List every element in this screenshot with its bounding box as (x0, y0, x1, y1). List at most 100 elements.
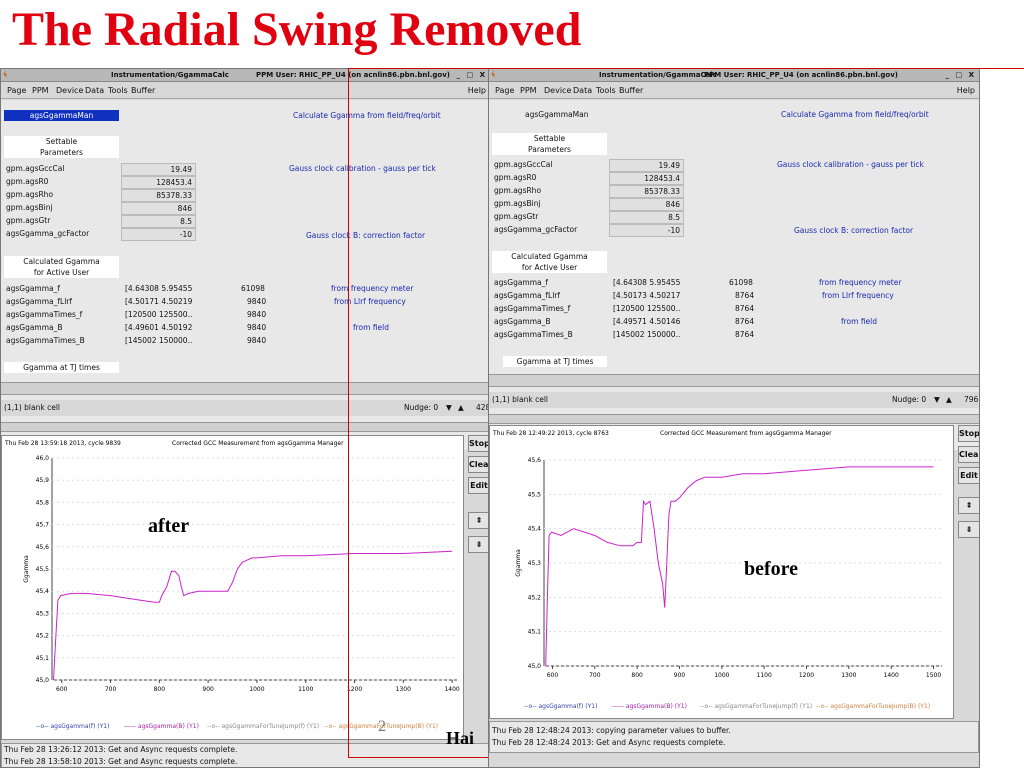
param-label: gpm.agsRho (494, 186, 542, 195)
settable-header-1: Settable (4, 136, 119, 147)
y-tick-label: 45,2 (36, 633, 50, 640)
tj-times-button[interactable]: Ggamma at TJ times (4, 362, 119, 373)
calc-value[interactable]: [4.50173 4.50217 (613, 291, 681, 300)
menu-device[interactable]: Device (544, 86, 572, 95)
tj-times-button[interactable]: Ggamma at TJ times (503, 356, 607, 367)
menu-data[interactable]: Data (85, 86, 105, 95)
horizontal-scrollbar[interactable] (1, 382, 490, 395)
page-number: 2 (378, 718, 386, 735)
param-value[interactable]: 128453.4 (121, 176, 196, 189)
menu-page[interactable]: Page (495, 86, 515, 95)
calc-value[interactable]: [4.64308 5.95455 (613, 278, 681, 287)
window-controls[interactable]: _ □ X (456, 71, 487, 79)
calc-value[interactable]: [145002 150000.. (613, 330, 681, 339)
menu-page[interactable]: Page (7, 86, 27, 95)
calc-label: agsGgammaTimes_B (494, 330, 573, 339)
window-titlebar[interactable]: ϟ Instrumentation/GgammaCalc PPM User: R… (489, 69, 979, 82)
cell-label: (1,1) blank cell (492, 395, 548, 404)
calc-count: 9840 (247, 310, 267, 319)
stop-button[interactable]: Stop (958, 425, 979, 442)
nudge-down-icon[interactable]: ▼ (934, 395, 940, 404)
system-menu-icon[interactable]: ϟ (491, 71, 496, 79)
system-menu-icon[interactable]: ϟ (3, 71, 8, 79)
param-value[interactable]: 8.5 (609, 211, 684, 224)
param-label: gpm.agsGccCal (494, 160, 553, 169)
horizontal-scrollbar[interactable] (489, 374, 979, 387)
param-value[interactable]: 846 (609, 198, 684, 211)
menu-buffer[interactable]: Buffer (619, 86, 644, 95)
nudge-down-icon[interactable]: ▼ (446, 403, 452, 412)
nudge-label: Nudge: 0 (404, 403, 439, 412)
scroll-down-icon[interactable]: ⇟ (958, 521, 979, 538)
selected-device[interactable]: agsGgammaMan (4, 110, 119, 121)
menu-buffer[interactable]: Buffer (131, 86, 156, 95)
menu-ppm[interactable]: PPM (32, 86, 49, 95)
calc-header-note: Calculate Ggamma from field/freq/orbit (781, 110, 929, 119)
calc-value[interactable]: [120500 125500.. (613, 304, 681, 313)
param-value[interactable]: -10 (609, 224, 684, 237)
x-tick-label: 700 (105, 686, 117, 693)
menu-help[interactable]: Help (956, 86, 975, 95)
nudge-up-icon[interactable]: ▲ (458, 403, 464, 412)
x-tick-label: 1200 (347, 686, 362, 693)
x-tick-label: 1100 (298, 686, 313, 693)
menu-tools[interactable]: Tools (108, 86, 128, 95)
param-value[interactable]: 85378.33 (609, 185, 684, 198)
menu-device[interactable]: Device (56, 86, 84, 95)
gauss-note: Gauss clock calibration - gauss per tick (289, 164, 436, 173)
window-controls[interactable]: _ □ X (945, 71, 976, 79)
param-value[interactable]: 85378.33 (121, 189, 196, 202)
selected-device[interactable]: agsGgammaMan (525, 110, 589, 119)
calc-note: from field (841, 317, 878, 326)
clear-button[interactable]: Clear (468, 456, 490, 473)
nudge-up-icon[interactable]: ▲ (946, 395, 952, 404)
stop-button[interactable]: Stop (468, 435, 490, 452)
param-label: gpm.agsGtr (494, 212, 539, 221)
menu-data[interactable]: Data (573, 86, 593, 95)
y-axis-label: Ggamma (23, 555, 30, 583)
log-line: Thu Feb 28 12:48:24 2013: copying parame… (492, 726, 731, 735)
plot-area[interactable]: Thu Feb 28 13:59:18 2013, cycle 9839 Cor… (1, 435, 464, 740)
x-tick-label: 1200 (799, 672, 814, 679)
calc-value[interactable]: [145002 150000.. (125, 336, 193, 345)
menu-tools[interactable]: Tools (596, 86, 616, 95)
edit-button[interactable]: Edit (958, 467, 979, 484)
param-label: gpm.agsBinj (6, 203, 53, 212)
scroll-down-icon[interactable]: ⇟ (468, 536, 490, 553)
calc-value[interactable]: [120500 125500.. (125, 310, 193, 319)
menu-ppm[interactable]: PPM (520, 86, 537, 95)
calc-label: agsGgammaTimes_B (6, 336, 85, 345)
calc-value[interactable]: [4.49571 4.50146 (613, 317, 681, 326)
clear-button[interactable]: Clear (958, 446, 979, 463)
calc-header-2: for Active User (492, 262, 607, 273)
plot-area[interactable]: Thu Feb 28 12:49:22 2013, cycle 8763 Cor… (489, 425, 954, 719)
param-value[interactable]: 19.49 (609, 159, 684, 172)
calc-note: from field (353, 323, 390, 332)
param-value[interactable]: 128453.4 (609, 172, 684, 185)
y-tick-label: 45,1 (528, 629, 542, 636)
calc-value[interactable]: [4.64308 5.95455 (125, 284, 193, 293)
calc-value[interactable]: [4.49601 4.50192 (125, 323, 193, 332)
y-tick-label: 45,9 (36, 477, 50, 484)
calc-note: from Llrf frequency (334, 297, 406, 306)
edit-button[interactable]: Edit (468, 477, 490, 494)
param-value[interactable]: 8.5 (121, 215, 196, 228)
calc-count: 8764 (735, 304, 755, 313)
y-tick-label: 45,5 (36, 566, 50, 573)
cell-label: (1,1) blank cell (4, 403, 60, 412)
calc-label: agsGgammaTimes_f (6, 310, 83, 319)
window-titlebar[interactable]: ϟ Instrumentation/GgammaCalc PPM User: R… (1, 69, 490, 82)
calc-value[interactable]: [4.50171 4.50219 (125, 297, 193, 306)
menu-help[interactable]: Help (467, 86, 486, 95)
y-tick-label: 45,5 (528, 491, 542, 498)
scroll-up-icon[interactable]: ⇞ (958, 497, 979, 514)
log-line: Thu Feb 28 13:26:12 2013: Get and Async … (4, 745, 238, 754)
param-value[interactable]: 846 (121, 202, 196, 215)
splitter[interactable] (1, 422, 490, 432)
y-tick-label: 45,1 (36, 655, 50, 662)
scroll-up-icon[interactable]: ⇞ (468, 512, 490, 529)
splitter[interactable] (489, 414, 979, 424)
legend-entry: --o-- agsGgammaForTuneJump(f) (Y1) (207, 723, 319, 730)
param-value[interactable]: -10 (121, 228, 196, 241)
param-value[interactable]: 19.49 (121, 163, 196, 176)
